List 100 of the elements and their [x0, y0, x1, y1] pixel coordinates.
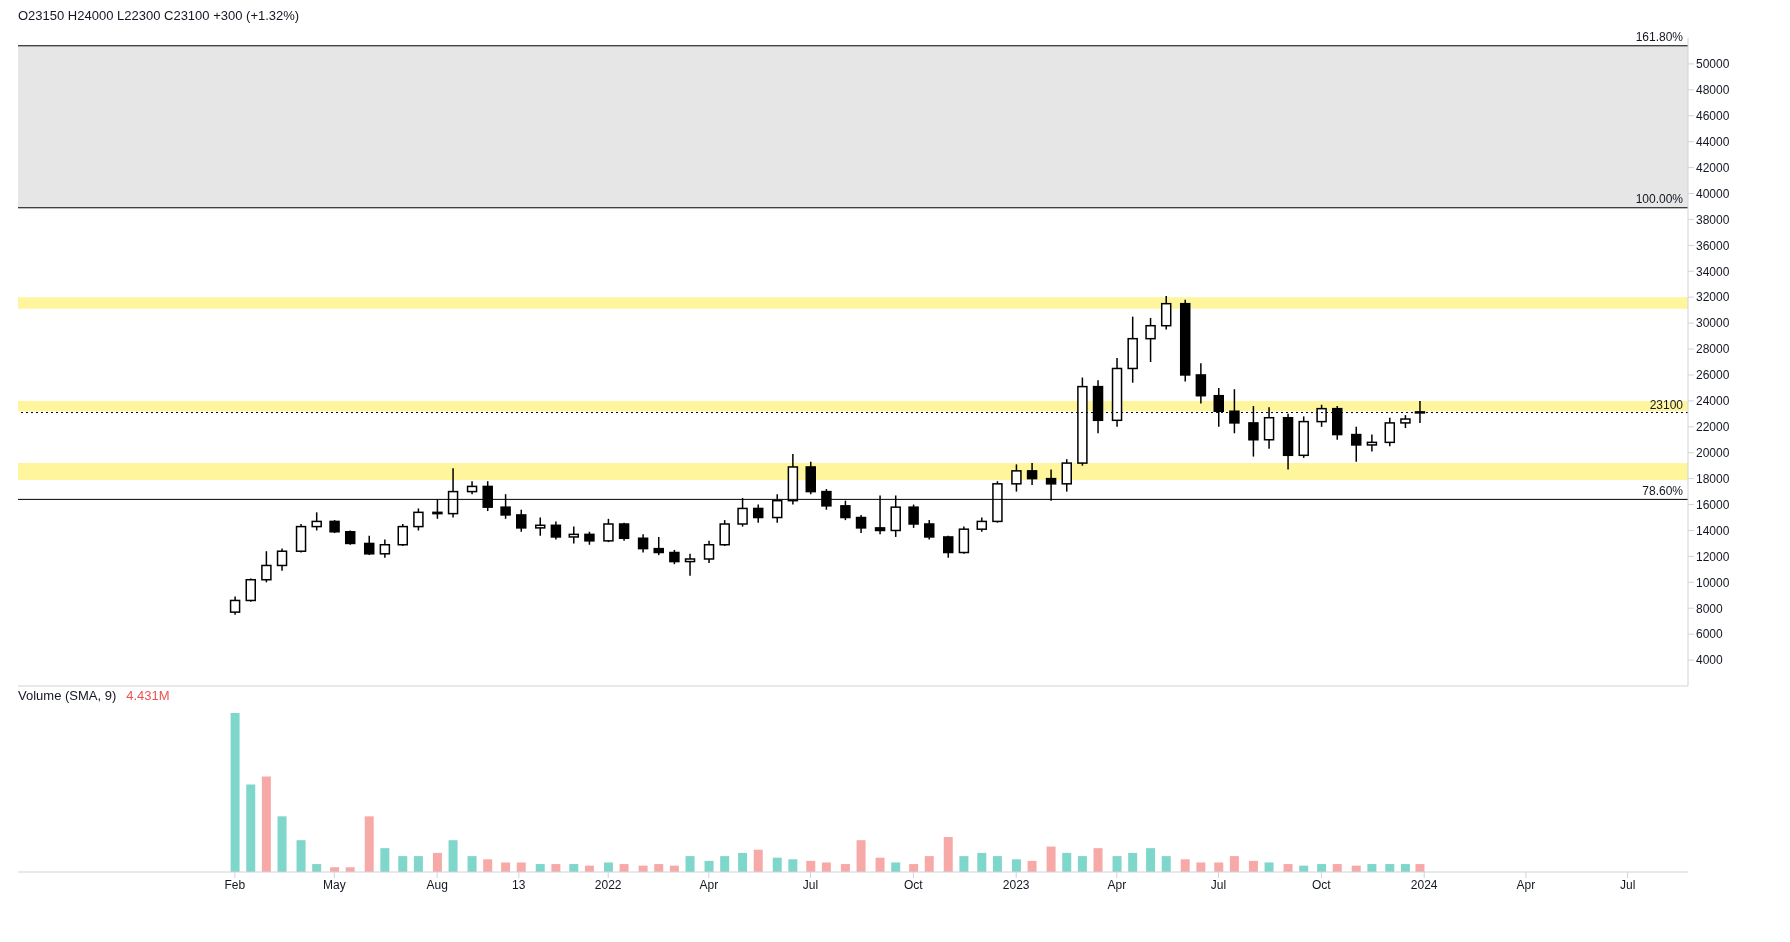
y-tick-label: 30000: [1696, 316, 1730, 331]
y-tick-label: 14000: [1696, 523, 1730, 538]
y-tick-label: 46000: [1696, 109, 1730, 124]
y-tick-label: 24000: [1696, 394, 1730, 409]
candlestick: [516, 508, 527, 533]
x-tick-label: Jul: [1210, 877, 1227, 892]
candlestick: [1145, 317, 1156, 363]
bar: [856, 840, 866, 872]
y-tick-label: 42000: [1696, 160, 1730, 175]
bar: [230, 713, 240, 872]
candlestick: [684, 553, 696, 577]
x-tick-label: Aug: [426, 877, 448, 892]
bar: [1180, 859, 1190, 872]
bar: [1077, 856, 1087, 872]
y-tick-label: 8000: [1696, 601, 1724, 616]
text: O23150 H24000 L22300 C23100 +300 (+1.32%): [18, 8, 300, 25]
x-tick-label: 2022: [594, 877, 622, 892]
bar: [1214, 862, 1224, 872]
y-tick-label: 50000: [1696, 57, 1730, 72]
x-tick-label: Oct: [1312, 877, 1332, 892]
candlestick: [637, 533, 649, 554]
bar: [261, 776, 271, 872]
y-tick-label: 16000: [1696, 497, 1730, 512]
x-tick-label: Apr: [699, 877, 719, 892]
candlestick: [1351, 426, 1362, 463]
candlestick: [397, 523, 409, 547]
bar: [772, 857, 782, 872]
bar: [1264, 862, 1274, 872]
y-tick-label: 48000: [1696, 83, 1730, 98]
bar: [1229, 856, 1239, 872]
candlestick: [719, 519, 730, 547]
y-tick-label: 12000: [1696, 549, 1730, 564]
bar: [1027, 860, 1037, 872]
text: 4.431M: [126, 688, 170, 705]
bar: [501, 862, 511, 872]
bar: [924, 856, 934, 872]
candlestick: [550, 520, 562, 541]
x-tick-label: Oct: [904, 877, 924, 892]
bar: [1011, 859, 1021, 872]
ref-line-label: 23100: [1649, 397, 1684, 412]
candlestick: [924, 519, 935, 541]
bar: [1248, 860, 1258, 872]
candlestick: [311, 511, 322, 532]
x-tick-label: Jul: [1619, 877, 1636, 892]
bar: [821, 862, 831, 872]
candlestick: [1366, 433, 1378, 453]
chart-title: Volume (SMA, 9): [18, 688, 117, 705]
bar: [1062, 852, 1072, 872]
x-tick-label: 2023: [1002, 877, 1030, 892]
bar: [398, 856, 408, 872]
y-tick-label: 26000: [1696, 368, 1730, 383]
annotation: 78.60%: [1642, 483, 1684, 498]
x-tick-label: Apr: [1107, 877, 1127, 892]
y-tick-label: 34000: [1696, 264, 1730, 279]
bar: [753, 849, 763, 872]
annotation: 161.80%: [1635, 30, 1684, 45]
y-tick-label: 32000: [1696, 290, 1730, 305]
bar: [685, 856, 695, 872]
candlestick: [1195, 362, 1207, 405]
candlestick: [1011, 463, 1022, 493]
y-tick-label: 36000: [1696, 238, 1730, 253]
bar: [806, 860, 816, 872]
bar: [943, 837, 953, 872]
y-tick-label: 10000: [1696, 575, 1730, 590]
candlestick: [413, 507, 424, 532]
bar: [516, 862, 526, 872]
candlestick: [535, 516, 546, 537]
bar: [959, 856, 969, 872]
y-tick-label: 44000: [1696, 134, 1730, 149]
bar: [720, 856, 730, 872]
candlestick: [703, 540, 715, 564]
candlestick: [229, 595, 241, 616]
bar: [992, 856, 1002, 872]
bar: [977, 852, 987, 872]
y-tick-label: 20000: [1696, 445, 1730, 460]
y-tick-label: 6000: [1696, 627, 1724, 642]
y-tick-label: 28000: [1696, 342, 1730, 357]
candlestick: [276, 547, 288, 572]
x-tick-label: Jul: [802, 877, 819, 892]
bar: [364, 816, 374, 872]
bar: [1128, 852, 1138, 872]
candlestick: [908, 503, 919, 529]
candlestick: [379, 538, 391, 559]
candlestick: [1160, 295, 1172, 331]
bar: [738, 852, 748, 872]
candlestick: [245, 577, 256, 603]
bar: [875, 857, 885, 872]
bar: [1196, 862, 1206, 872]
bar: [1046, 846, 1056, 872]
annotation: 100.00%: [1635, 192, 1684, 207]
candlestick: [752, 503, 764, 524]
bar: [1112, 856, 1122, 872]
bar: [448, 840, 458, 872]
candlestick: [261, 550, 272, 584]
bar: [1161, 856, 1171, 872]
bar: [413, 856, 423, 872]
y-tick-label: 18000: [1696, 471, 1730, 486]
bar: [467, 856, 477, 872]
bar: [1146, 848, 1156, 872]
bar: [891, 862, 901, 872]
